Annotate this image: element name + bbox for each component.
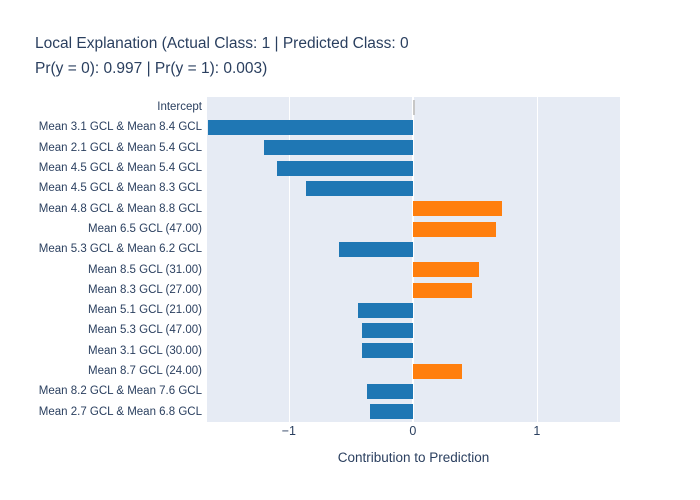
chart-title: Local Explanation (Actual Class: 1 | Pre… [35,31,409,81]
bar-intercept [412,99,416,115]
y-axis-label: Mean 8.2 GCL & Mean 7.6 GCL [38,385,202,398]
bar-negative [264,140,413,156]
y-axis-label: Mean 3.1 GCL (30.00) [88,344,202,357]
bar-positive [412,363,463,379]
y-axis-label: Mean 8.3 GCL (27.00) [88,283,202,296]
bar-negative [338,241,413,257]
y-axis-label: Mean 4.5 GCL & Mean 5.4 GCL [38,161,202,174]
y-axis-label: Mean 2.1 GCL & Mean 5.4 GCL [38,141,202,154]
bar-positive [412,221,496,237]
bar-negative [369,404,413,420]
chart-title-line1: Local Explanation (Actual Class: 1 | Pre… [35,35,409,52]
bar-negative [362,343,413,359]
x-axis-tick-label: 1 [533,424,541,438]
y-axis-label: Mean 4.8 GCL & Mean 8.8 GCL [38,202,202,215]
x-axis-tick-label: 0 [409,424,417,438]
bar-negative [276,160,413,176]
zero-gridline [411,97,414,422]
y-axis-label: Mean 5.1 GCL (21.00) [88,304,202,317]
y-axis-label: Mean 3.1 GCL & Mean 8.4 GCL [38,121,202,134]
bar-negative [208,120,413,135]
bar-positive [412,262,479,278]
y-axis-label: Mean 2.7 GCL & Mean 6.8 GCL [38,405,202,418]
y-axis-label: Mean 5.3 GCL & Mean 6.2 GCL [38,243,202,256]
bar-negative [358,302,413,318]
x-axis-tick-label: −1 [281,424,297,438]
chart-title-line2: Pr(y = 0): 0.997 | Pr(y = 1): 0.003) [35,60,268,77]
y-axis-label: Mean 6.5 GCL (47.00) [88,222,202,235]
y-axis-labels: Intercept Mean 3.1 GCL & Mean 8.4 GCL Mean… [0,97,202,422]
y-axis-label: Intercept [157,101,202,113]
y-axis-label: Mean 5.3 GCL (47.00) [88,324,202,337]
bar-negative [367,384,413,399]
y-axis-label: Mean 8.5 GCL (31.00) [88,263,202,276]
bar-positive [412,282,473,298]
bar-negative [306,180,413,196]
y-axis-label: Mean 4.5 GCL & Mean 8.3 GCL [38,182,202,195]
gridline [288,97,290,422]
x-axis-ticks: −1 0 1 [207,424,620,440]
y-axis-label: Mean 8.7 GCL (24.00) [88,365,202,378]
bar-negative [362,323,413,339]
bar-positive [412,201,503,217]
x-axis-title: Contribution to Prediction [337,450,490,465]
gridline [536,97,538,422]
plot-area [207,97,620,422]
